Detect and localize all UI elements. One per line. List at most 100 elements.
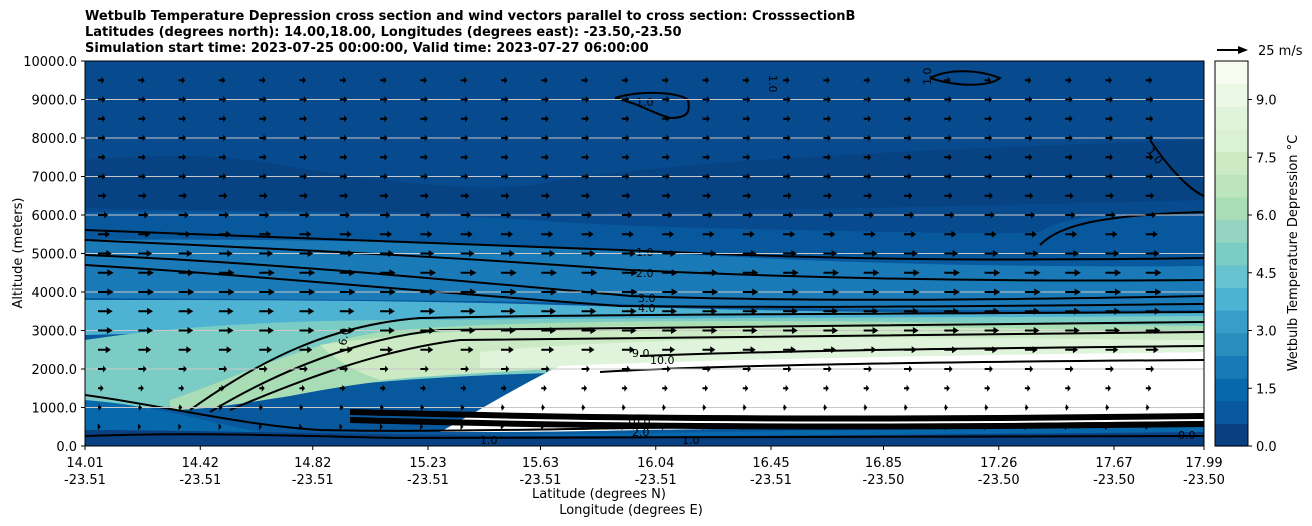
wind-vector-2-18 <box>823 384 829 392</box>
wind-vector-15-20 <box>904 134 912 142</box>
wind-vector-2-7 <box>380 384 386 392</box>
wind-vector-15-9 <box>460 134 469 142</box>
wind-vector-6-15 <box>702 307 718 315</box>
wind-vector-16-20 <box>904 115 912 123</box>
wind-vector-5-4 <box>259 327 274 334</box>
x-tick-lat-3: 15.23 <box>409 456 446 471</box>
wind-vector-13-23 <box>1024 173 1033 180</box>
wind-vector-4-18 <box>823 346 837 354</box>
wind-vector-2-19 <box>863 384 870 392</box>
wind-vector-16-14 <box>662 115 670 123</box>
wind-vector-14-3 <box>218 153 227 161</box>
wind-vector-3-6 <box>339 365 349 373</box>
wind-vector-4-20 <box>904 346 917 354</box>
wind-vector-14-26 <box>1145 153 1154 161</box>
wind-vector-13-14 <box>662 173 670 180</box>
wind-vector-4-10 <box>501 346 514 354</box>
wind-vector-4-1 <box>138 346 152 354</box>
wind-vector-13-10 <box>501 173 509 180</box>
wind-vector-12-4 <box>259 192 268 200</box>
colorbar-frame <box>1214 60 1249 447</box>
wind-vector-4-15 <box>702 346 716 354</box>
chart-title-line-3: Simulation start time: 2023-07-25 00:00:… <box>85 41 649 56</box>
wind-vector-13-19 <box>863 173 872 180</box>
wind-vector-12-8 <box>420 192 429 200</box>
wind-vector-10-6 <box>339 230 352 238</box>
wind-vector-9-15 <box>702 250 717 257</box>
wind-vector-6-3 <box>218 307 234 315</box>
wind-vector-6-17 <box>783 307 798 315</box>
colorbar-band-3 <box>1215 355 1248 379</box>
wind-vector-17-23 <box>1024 96 1033 103</box>
wind-vector-8-16 <box>742 269 759 277</box>
wind-vector-10-7 <box>380 230 393 238</box>
wind-vector-0-23 <box>1024 423 1028 431</box>
wind-vector-17-24 <box>1065 96 1073 103</box>
wind-vector-3-18 <box>823 365 832 373</box>
wind-vector-10-8 <box>420 230 433 238</box>
wind-vector-13-8 <box>420 173 428 180</box>
wind-vector-9-3 <box>218 250 233 257</box>
wind-vector-12-18 <box>823 192 832 200</box>
wind-vector-14-20 <box>904 153 912 161</box>
contour-line-16 <box>614 91 690 120</box>
wind-vector-16-0 <box>98 115 106 123</box>
wind-vector-17-22 <box>984 96 992 103</box>
wind-vector-15-1 <box>138 134 146 142</box>
wind-vector-3-12 <box>581 365 590 373</box>
wind-vector-7-24 <box>1065 288 1081 296</box>
wind-vector-12-25 <box>1105 192 1114 200</box>
wind-vector-2-9 <box>460 384 467 392</box>
wind-vector-9-10 <box>501 250 515 257</box>
wind-vector-12-10 <box>501 192 510 200</box>
wind-vector-13-1 <box>138 173 146 180</box>
wind-vector-15-8 <box>420 134 428 142</box>
contour-line-4 <box>85 264 1204 308</box>
wind-vector-11-7 <box>380 211 391 219</box>
wind-vector-16-26 <box>1145 115 1154 123</box>
colorbar-band-10 <box>1215 196 1248 221</box>
wind-vector-18-14 <box>662 76 669 84</box>
wind-vector-18-19 <box>863 76 871 84</box>
wind-vector-6-22 <box>984 307 1000 315</box>
wind-vector-12-7 <box>380 192 389 200</box>
wind-vector-2-2 <box>178 384 185 392</box>
x-tick-lat-9: 17.67 <box>1095 456 1132 471</box>
wind-vector-9-23 <box>1024 250 1039 257</box>
wind-vector-16-25 <box>1105 115 1113 123</box>
wind-vector-4-0 <box>98 346 111 354</box>
wind-vector-4-16 <box>742 346 756 354</box>
wind-vector-10-18 <box>823 230 836 238</box>
wind-vector-8-7 <box>380 269 396 277</box>
wind-vector-7-16 <box>742 288 759 296</box>
wind-vector-0-10 <box>500 423 504 431</box>
wind-vector-1-4 <box>259 404 263 411</box>
wind-vector-16-21 <box>944 115 952 123</box>
wind-vector-0-12 <box>581 423 585 431</box>
quiver-key-label: 25 m/s <box>1258 44 1303 59</box>
wind-vector-13-2 <box>178 173 186 180</box>
wind-vector-6-11 <box>541 307 557 315</box>
wind-vector-17-21 <box>944 96 952 103</box>
wind-vector-12-19 <box>863 192 872 200</box>
wind-vector-16-9 <box>460 115 469 123</box>
wind-vector-18-17 <box>783 76 790 84</box>
wind-vector-17-6 <box>339 96 348 103</box>
wind-vector-9-12 <box>581 250 596 257</box>
wind-vector-13-5 <box>299 173 307 180</box>
wind-vector-7-10 <box>501 288 517 296</box>
wind-vector-9-13 <box>621 250 636 257</box>
wind-vector-15-6 <box>339 134 348 142</box>
quiver-key-arrowhead <box>1238 46 1248 54</box>
wind-vector-6-5 <box>299 307 315 315</box>
wind-vector-4-14 <box>662 346 676 354</box>
x-axis-label-latitude: Latitude (degrees N) <box>532 487 666 502</box>
wind-vector-16-12 <box>581 115 589 123</box>
wind-vector-7-25 <box>1105 288 1122 296</box>
contour-label-1d: 1.0 <box>636 96 654 109</box>
wind-vector-7-1 <box>138 288 154 296</box>
wind-vector-13-20 <box>904 173 912 180</box>
wind-vector-4-7 <box>380 346 393 354</box>
wind-vector-17-19 <box>863 96 872 103</box>
wind-vector-9-5 <box>299 250 314 257</box>
